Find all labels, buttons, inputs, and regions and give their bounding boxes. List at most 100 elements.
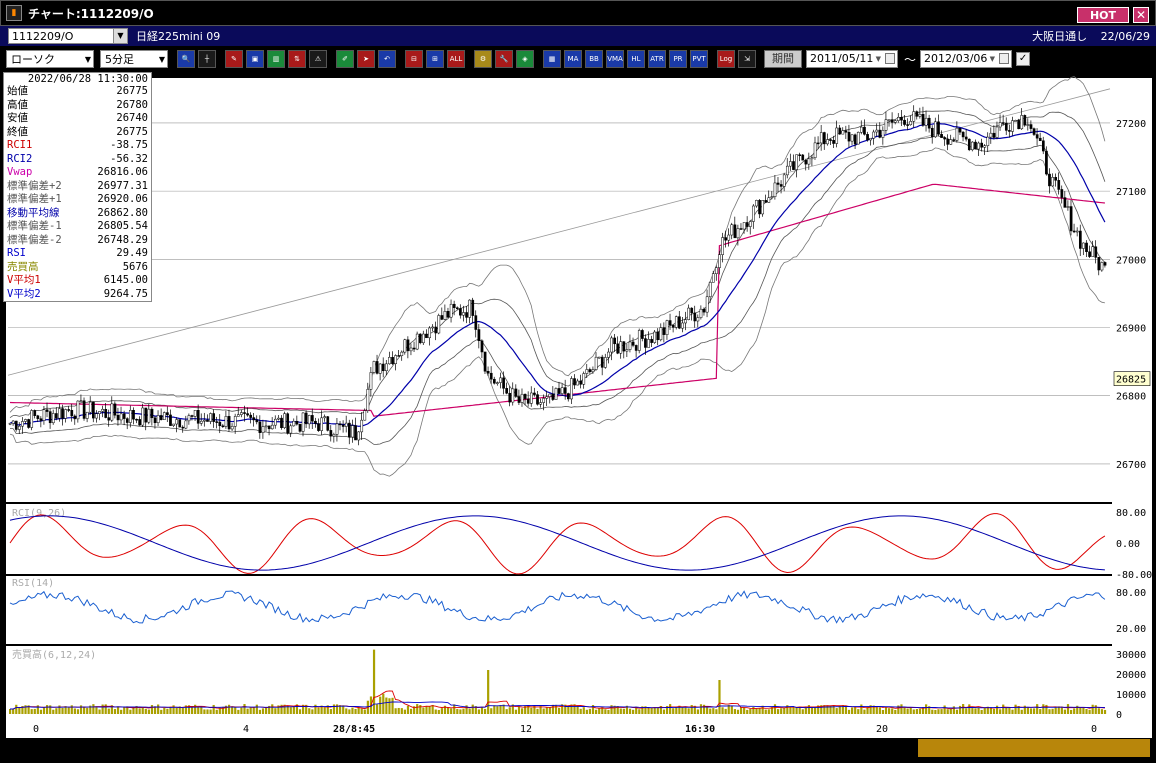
info-row-value: 26775 xyxy=(116,85,148,97)
candle-body xyxy=(496,382,499,384)
info-row-label: V平均2 xyxy=(7,287,41,300)
checkbox[interactable]: ✓ xyxy=(1016,52,1031,66)
atr-button[interactable]: ATR xyxy=(648,50,666,68)
all-button[interactable]: ALL xyxy=(447,50,465,68)
volume-bar xyxy=(795,707,798,714)
volume-bar xyxy=(83,706,86,714)
volume-bar xyxy=(860,704,863,714)
candle-body xyxy=(835,127,839,144)
volume-bar xyxy=(178,706,181,714)
export-icon[interactable]: ⇲ xyxy=(738,50,756,68)
volume-bar xyxy=(446,707,450,714)
color-icon[interactable]: ◈ xyxy=(516,50,534,68)
symbol-name: 日経225mini 09 xyxy=(136,30,221,43)
chevron-down-icon[interactable]: ▼ xyxy=(113,29,127,43)
rci-panel[interactable] xyxy=(6,504,1112,574)
volume-bar xyxy=(21,706,24,714)
grid-icon[interactable]: ▦ xyxy=(543,50,561,68)
pvt-button[interactable]: PVT xyxy=(690,50,708,68)
compare-icon[interactable]: ⇅ xyxy=(288,50,306,68)
volume-bar xyxy=(212,704,215,714)
calendar-icon[interactable] xyxy=(999,53,1010,64)
undo-icon[interactable]: ↶ xyxy=(378,50,396,68)
candle-body xyxy=(591,369,595,373)
pr-button[interactable]: PR xyxy=(669,50,687,68)
volume-bar xyxy=(351,707,354,714)
date-from-input[interactable]: 2011/05/11 ▼ xyxy=(806,50,898,68)
volume-bar xyxy=(76,709,80,714)
vma-button[interactable]: VMA xyxy=(606,50,624,68)
volume-bar xyxy=(968,704,971,714)
volume-bar xyxy=(92,704,95,714)
volume-bar xyxy=(962,704,965,714)
settings-icon[interactable]: ⚙ xyxy=(474,50,492,68)
close-button[interactable]: ✕ xyxy=(1133,7,1149,23)
draw-icon[interactable]: ✎ xyxy=(225,50,243,68)
volume-bar xyxy=(1073,708,1076,714)
volume-bar xyxy=(243,704,246,714)
calendar-icon[interactable] xyxy=(885,53,895,64)
volume-bar xyxy=(706,706,709,714)
volume-bar xyxy=(335,704,339,714)
candle-body xyxy=(73,415,77,420)
candle-body xyxy=(1001,122,1005,124)
chart-type-select[interactable]: ローソク ▼ xyxy=(6,50,94,68)
period-button[interactable]: 期間 xyxy=(764,50,802,68)
candle-body xyxy=(273,418,277,426)
volume-bar xyxy=(844,705,848,714)
scrollbar-thumb[interactable] xyxy=(918,739,1150,757)
candle-body xyxy=(752,205,755,222)
info-row: 標準偏差-1 26805.54 xyxy=(4,220,151,234)
date-to-input[interactable]: 2012/03/06 ▼ xyxy=(920,50,1013,68)
volume-panel[interactable] xyxy=(6,646,1112,716)
chart-area[interactable]: 27200 27100 27000 26900 26800 26700 26825 80.00… xyxy=(0,72,1156,760)
timeframe-select[interactable]: 5分足 ▼ xyxy=(100,50,168,68)
date-label: 22/06/29 xyxy=(1100,30,1150,43)
bar-chart-icon[interactable]: ▥ xyxy=(267,50,285,68)
price-tick-label: 27000 xyxy=(1116,255,1146,266)
print-icon[interactable]: ▣ xyxy=(246,50,264,68)
price-chart[interactable]: 27200 27100 27000 26900 26800 26700 26825 80.00… xyxy=(0,72,1156,760)
hl-button[interactable]: HL xyxy=(627,50,645,68)
volume-bar xyxy=(854,706,857,714)
candle-body xyxy=(866,134,869,141)
volume-bar xyxy=(607,709,610,714)
candle-body xyxy=(378,363,382,374)
hot-button[interactable]: HOT xyxy=(1077,7,1129,23)
candle-body xyxy=(85,411,89,419)
info-row: V平均2 9264.75 xyxy=(4,288,151,302)
volume-bar xyxy=(1023,705,1026,714)
candle-body xyxy=(736,228,740,239)
crosshair-icon[interactable]: ┼ xyxy=(198,50,216,68)
candle-body xyxy=(656,331,660,341)
wrench-icon[interactable]: 🔧 xyxy=(495,50,513,68)
volume-bar xyxy=(995,705,999,714)
symbol-input[interactable]: 1112209/O ▼ xyxy=(8,28,128,44)
zoom-in-icon[interactable]: ⊞ xyxy=(426,50,444,68)
volume-bar xyxy=(619,708,622,714)
volume-bar xyxy=(1051,708,1054,714)
alert-icon[interactable]: ⚠ xyxy=(309,50,327,68)
volume-bar xyxy=(517,706,521,714)
candle-body xyxy=(150,408,154,419)
candle-body xyxy=(341,424,345,427)
bb-button[interactable]: BB xyxy=(585,50,603,68)
vwap-line xyxy=(9,183,1105,417)
log-button[interactable]: Log xyxy=(717,50,735,68)
volume-bar xyxy=(397,707,400,714)
pen-icon[interactable]: ✐ xyxy=(336,50,354,68)
price-panel[interactable] xyxy=(6,78,1112,502)
zoom-icon[interactable]: 🔍 xyxy=(177,50,195,68)
ma-button[interactable]: MA xyxy=(564,50,582,68)
volume-bar xyxy=(15,704,18,714)
candle-body xyxy=(853,134,857,145)
volume-bar xyxy=(1076,705,1079,714)
volume-bar xyxy=(135,705,138,714)
candle-body xyxy=(995,126,999,138)
pointer-icon[interactable]: ➤ xyxy=(357,50,375,68)
candle-body xyxy=(536,394,539,405)
horizontal-scrollbar[interactable] xyxy=(6,738,1152,758)
volume-bar xyxy=(918,708,922,714)
rsi-panel[interactable] xyxy=(6,576,1112,644)
zoom-out-icon[interactable]: ⊟ xyxy=(405,50,423,68)
